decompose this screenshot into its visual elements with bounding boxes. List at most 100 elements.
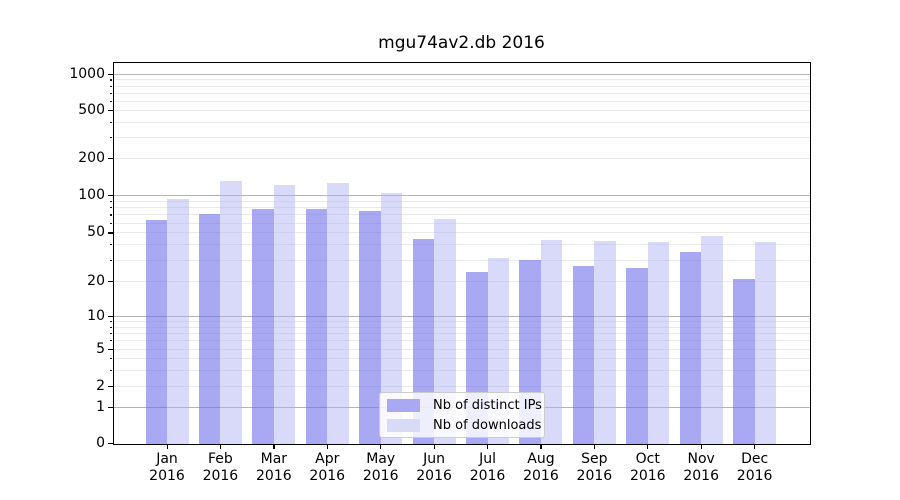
- minor-gridline: [113, 244, 810, 246]
- x-tick-mark: [326, 444, 328, 449]
- minor-gridline: [113, 121, 810, 123]
- bar-downloads: [701, 236, 723, 444]
- y-minor-tick-mark: [110, 136, 113, 139]
- y-tick-mark: [108, 443, 113, 445]
- bar-downloads: [220, 181, 242, 444]
- y-tick-label: 1: [96, 398, 105, 415]
- bar-distinct-ips: [145, 219, 167, 444]
- x-tick-year: 2016: [309, 467, 346, 484]
- x-tick-month: Jun: [423, 451, 446, 467]
- minor-gridline: [113, 340, 810, 342]
- x-tick-mark: [219, 444, 222, 449]
- chart-title: mgu74av2.db 2016: [378, 33, 545, 53]
- x-tick-year: 2016: [523, 467, 559, 484]
- minor-gridline: [113, 386, 810, 388]
- y-tick-mark: [108, 195, 113, 197]
- y-minor-tick-mark: [110, 200, 113, 203]
- y-minor-tick-mark: [110, 332, 113, 335]
- y-tick-label: 500: [78, 102, 105, 119]
- x-tick-label: Jul 2016: [452, 451, 524, 484]
- bar-distinct-ips: [198, 214, 221, 444]
- x-tick-month: Sep: [581, 451, 608, 467]
- y-tick-label: 50: [87, 224, 105, 241]
- x-tick-year: 2016: [629, 467, 666, 484]
- x-tick-mark: [487, 444, 489, 449]
- y-minor-tick-mark: [110, 321, 113, 323]
- bar-downloads: [273, 185, 296, 444]
- y-tick-label: 100: [78, 187, 105, 204]
- x-tick-month: May: [366, 451, 396, 467]
- legend-entry: Nb of distinct IPs: [380, 398, 544, 413]
- y-minor-tick-mark: [110, 222, 113, 224]
- x-tick-month: Apr: [315, 451, 340, 467]
- x-tick-month: Nov: [687, 451, 715, 467]
- x-tick-mark: [540, 444, 542, 449]
- y-minor-tick-mark: [110, 85, 113, 87]
- y-minor-tick-mark: [110, 259, 113, 261]
- x-tick-label: Oct 2016: [612, 451, 684, 484]
- x-tick-mark: [433, 444, 435, 449]
- x-tick-month: Oct: [635, 451, 660, 467]
- x-tick-label: Mar 2016: [238, 451, 310, 484]
- major-gridline: [113, 316, 810, 318]
- y-tick-mark: [108, 406, 113, 408]
- y-minor-tick-mark: [110, 207, 113, 209]
- x-tick-mark: [166, 444, 168, 449]
- bar-downloads: [540, 239, 563, 444]
- minor-gridline: [113, 326, 810, 328]
- bar-distinct-ips: [679, 251, 702, 444]
- minor-gridline: [113, 214, 810, 216]
- x-tick-label: Apr 2016: [291, 451, 363, 484]
- x-tick-mark: [380, 444, 382, 449]
- minor-gridline: [113, 259, 810, 261]
- x-tick-label: Sep 2016: [558, 451, 630, 484]
- minor-gridline: [113, 369, 810, 371]
- x-tick-label: Aug 2016: [505, 451, 577, 484]
- major-gridline: [113, 73, 810, 75]
- x-tick-label: Feb 2016: [184, 451, 256, 484]
- y-minor-tick-mark: [110, 244, 113, 246]
- x-tick-year: 2016: [202, 467, 239, 484]
- y-minor-tick-mark: [110, 386, 113, 388]
- y-minor-tick-mark: [110, 110, 113, 112]
- bar-downloads: [380, 192, 403, 444]
- y-minor-tick-mark: [110, 340, 113, 342]
- bar-distinct-ips: [626, 267, 648, 444]
- x-tick-year: 2016: [362, 467, 399, 484]
- y-minor-tick-mark: [110, 369, 113, 371]
- y-tick-label: 0: [96, 435, 105, 451]
- x-tick-year: 2016: [149, 467, 185, 484]
- minor-gridline: [113, 85, 810, 87]
- bar-downloads: [434, 218, 456, 444]
- x-tick-month: Aug: [527, 451, 555, 467]
- x-tick-year: 2016: [256, 467, 292, 484]
- y-minor-tick-mark: [110, 214, 113, 216]
- x-tick-mark: [754, 444, 756, 449]
- y-minor-tick-mark: [110, 121, 113, 124]
- bar-downloads: [754, 242, 777, 444]
- y-minor-tick-mark: [110, 326, 113, 328]
- y-minor-tick-mark: [110, 357, 113, 360]
- y-minor-tick-mark: [110, 158, 113, 160]
- x-tick-year: 2016: [736, 467, 773, 484]
- x-tick-mark: [273, 444, 275, 449]
- x-tick-mark: [700, 444, 702, 449]
- x-tick-year: 2016: [576, 467, 613, 484]
- minor-gridline: [113, 280, 810, 282]
- minor-gridline: [113, 357, 810, 359]
- x-tick-mark: [647, 444, 649, 449]
- minor-gridline: [113, 232, 810, 234]
- y-tick-label: 10: [87, 308, 105, 325]
- x-tick-label: Nov 2016: [665, 451, 737, 484]
- minor-gridline: [113, 200, 810, 202]
- y-tick-mark: [108, 73, 113, 75]
- x-tick-mark: [593, 444, 596, 449]
- minor-gridline: [113, 92, 810, 94]
- bar-downloads: [327, 182, 349, 444]
- minor-gridline: [113, 222, 810, 224]
- x-tick-label: Dec 2016: [719, 451, 791, 484]
- major-gridline: [113, 195, 810, 197]
- minor-gridline: [113, 158, 810, 160]
- bar-downloads: [647, 242, 670, 444]
